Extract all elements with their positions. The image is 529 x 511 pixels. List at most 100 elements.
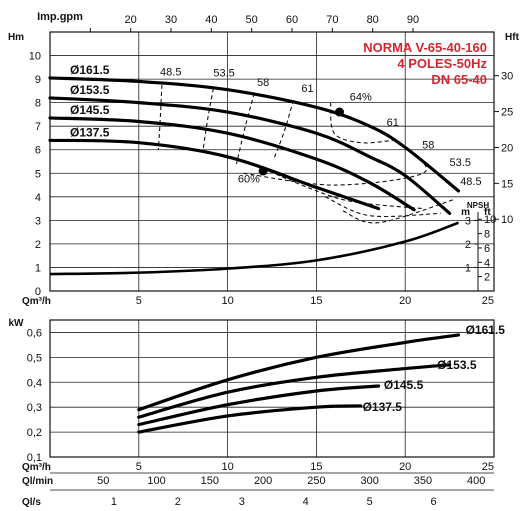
efficiency-curve [243, 149, 427, 186]
head-curve [48, 116, 416, 212]
y-left-tick-label: 8 [35, 98, 41, 110]
efficiency-label: 58 [422, 140, 434, 152]
y-right-tick-label: 20 [501, 142, 513, 154]
ql-min-tick-label: 400 [467, 475, 485, 487]
x-top-tick-label: 60 [286, 14, 298, 26]
y-left-tick-label: 5 [35, 168, 41, 180]
power-curve-label: Ø161.5 [466, 323, 506, 337]
efficiency-curve [157, 84, 163, 150]
x-top-tick-label: 70 [326, 14, 338, 26]
y-tick-label: 0,2 [27, 427, 42, 439]
bep-marker [258, 166, 268, 176]
ql-s-tick-label: 1 [111, 496, 117, 508]
power-curve [137, 363, 452, 419]
efficiency-label: 48.5 [160, 67, 181, 79]
y-left-tick-label: 9 [35, 74, 41, 86]
power-curve [137, 384, 381, 427]
head-curve-label: Ø161.5 [70, 63, 110, 77]
y-left-tick-label: 10 [29, 51, 41, 63]
efficiency-label: 53.5 [213, 68, 234, 80]
npsh-axis-label: NPSH [467, 201, 489, 210]
power-curve [137, 333, 461, 412]
ql-min-tick-label: 250 [307, 475, 325, 487]
y-left-tick-label: 2 [35, 239, 41, 251]
efficiency-curve [202, 88, 214, 153]
power-curve-label: Ø137.5 [363, 400, 403, 414]
x-tick-label: 15 [310, 461, 322, 473]
efficiency-label: 64% [350, 91, 372, 103]
power-curve-label: Ø153.5 [437, 358, 477, 372]
ql-s-tick-label: 3 [239, 496, 245, 508]
npsh-ft-tick-label: 2 [484, 272, 490, 284]
bep-marker [334, 107, 344, 117]
efficiency-curve [330, 102, 393, 144]
x-tick-label: 5 [136, 295, 142, 307]
y-left-tick-label: 1 [35, 262, 41, 274]
y-left-tick-label: 3 [35, 215, 41, 227]
head-chart-panel: 0 1 2 3 4 5 6 7 8 9 10 20 30 40 50 60 70 80 90 Imp.gpm Hm Hft… [8, 11, 520, 307]
y-left-tick-label: 0 [35, 286, 41, 298]
y-tick-label: 0,3 [27, 402, 42, 414]
x-tick-label: 25 [482, 295, 494, 307]
power-curve-label: Ø145.5 [384, 378, 424, 392]
x-tick-label: 10 [221, 461, 233, 473]
x-tick-label: 25 [482, 461, 494, 473]
ql-min-tick-label: 350 [414, 475, 432, 487]
ql-min-tick-label: 200 [254, 475, 272, 487]
x-top-tick-label: 40 [205, 14, 217, 26]
ql-min-label: Ql/min [22, 476, 53, 487]
y-right-tick-label: 25 [501, 107, 513, 119]
ql-s-tick-label: 6 [431, 496, 437, 508]
head-curve-label: Ø137.5 [70, 125, 110, 139]
ql-min-tick-label: 100 [147, 475, 165, 487]
ql-s-tick-label: 5 [367, 496, 373, 508]
efficiency-label: 58 [257, 77, 269, 89]
y-tick-label: 0,5 [27, 352, 42, 364]
ql-s-label: Ql/s [22, 497, 41, 508]
x-tick-label: 10 [221, 295, 233, 307]
efficiency-curve [235, 93, 255, 164]
y-left-axis-label: Hm [8, 32, 24, 43]
head-curve [48, 96, 452, 215]
x-axis-label: Qm³/h [22, 296, 51, 307]
npsh-m-tick-label: 3 [465, 215, 471, 227]
head-curve-label: Ø145.5 [70, 103, 110, 117]
efficiency-curve [262, 168, 424, 210]
x-axis-label: Qm³/h [22, 462, 51, 473]
power-chart-panel: 0,1 0,2 0,3 0,4 0,5 0,6kW 5 10 15 20 25 Qm³/h Ø161.5… [9, 318, 506, 473]
head-curve [48, 76, 461, 193]
ql-min-tick-label: 150 [201, 475, 219, 487]
x-top-tick-label: 50 [246, 14, 258, 26]
ql-min-tick-label: 300 [361, 475, 379, 487]
y-left-tick-label: 7 [35, 121, 41, 133]
y-right-tick-label: 10 [501, 214, 513, 226]
y-right-axis-label: Hft [505, 32, 520, 43]
ql-s-tick-label: 2 [175, 496, 181, 508]
efficiency-label: 60% [238, 174, 260, 186]
efficiency-curve [273, 100, 294, 160]
efficiency-label: 48.5 [460, 176, 481, 188]
head-curve-label: Ø153.5 [70, 83, 110, 97]
npsh-ft-tick-label: 4 [484, 257, 490, 269]
x-top-tick-label: 20 [125, 14, 137, 26]
x-tick-label: 20 [399, 461, 411, 473]
npsh-m-tick-label: 2 [465, 239, 471, 251]
y-axis-label: kW [9, 318, 25, 329]
x-top-axis-label: Imp.gpm [37, 11, 83, 23]
chart-header-line: DN 65-40 [431, 72, 487, 87]
x-tick-label: 15 [310, 295, 322, 307]
x-tick-label: 20 [399, 295, 411, 307]
efficiency-label: 61 [301, 83, 313, 95]
npsh-curve [49, 221, 459, 276]
ql-min-tick-label: 50 [97, 475, 109, 487]
npsh-m-tick-label: 1 [465, 262, 471, 274]
npsh-ft-label: ft [484, 207, 491, 218]
efficiency-label: 53.5 [450, 157, 471, 169]
head-curve [48, 138, 381, 211]
efficiency-label: 61 [387, 117, 399, 129]
x-tick-label: 5 [136, 461, 142, 473]
y-tick-label: 0,6 [27, 327, 42, 339]
ql-s-tick-label: 4 [303, 496, 309, 508]
npsh-ft-tick-label: 10 [484, 214, 496, 226]
